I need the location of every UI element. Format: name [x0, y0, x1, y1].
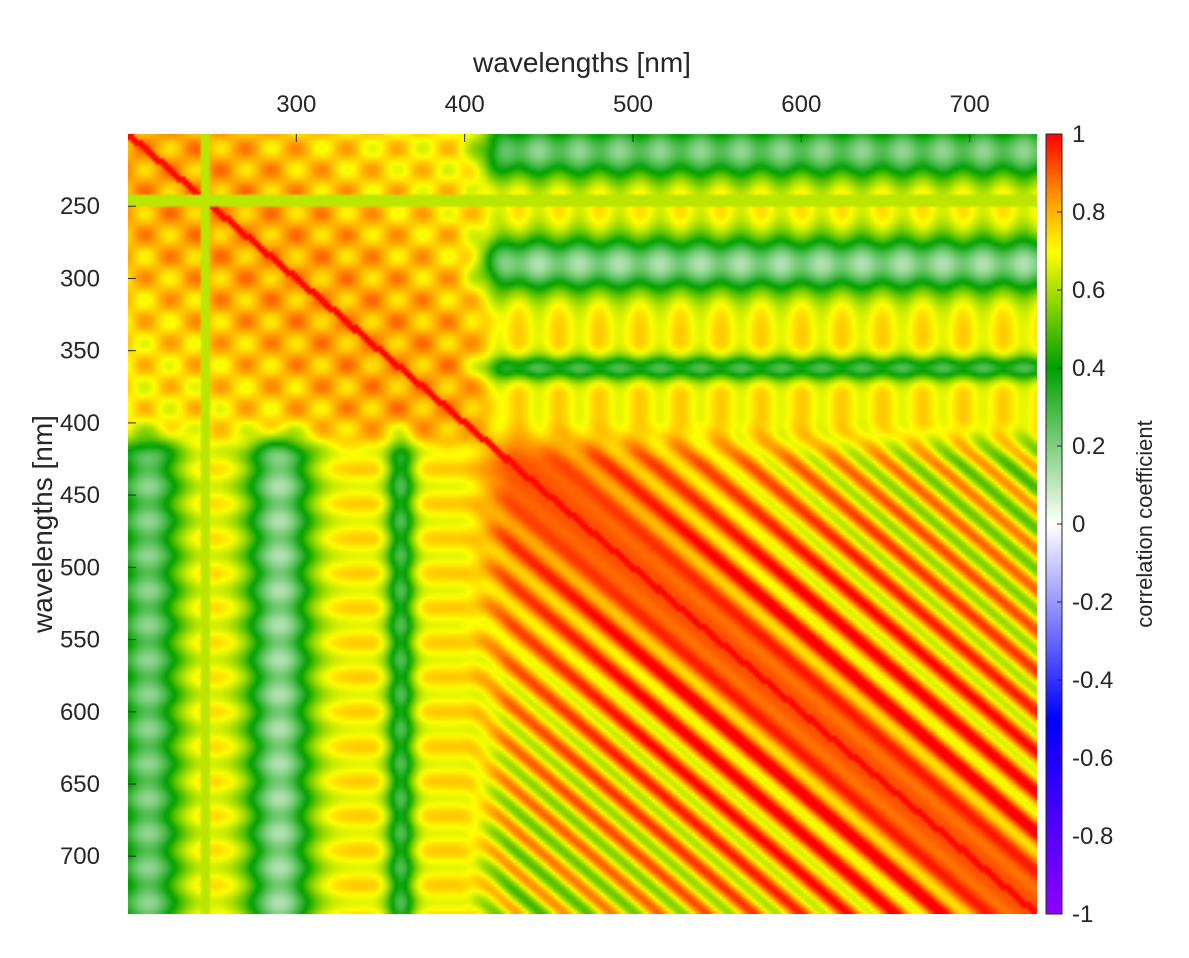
colorbar-tick-label: -0.8	[1072, 823, 1113, 850]
heatmap-image	[128, 134, 1037, 914]
y-tick-label: 650	[60, 771, 100, 798]
y-tick-label: 550	[60, 627, 100, 654]
y-axis-ticks: 250 300 350 400 450 500 550 600 650 700	[60, 193, 136, 870]
y-tick-label: 600	[60, 699, 100, 726]
colorbar-tick-label: -0.4	[1072, 667, 1113, 694]
colorbar-ticks: 1 0.8 0.6 0.4 0.2 0 -0.2 -0.4 -0.6 -0.8 -1	[1057, 121, 1113, 928]
y-tick-label: 400	[60, 410, 100, 437]
colorbar-tick-label: -0.2	[1072, 589, 1113, 616]
x-axis-title: wavelengths [nm]	[472, 47, 691, 78]
y-axis-title: wavelengths [nm]	[27, 415, 58, 634]
y-tick-label: 700	[60, 843, 100, 870]
x-tick-label: 300	[276, 91, 316, 118]
colorbar-tick-label: 0.2	[1072, 433, 1105, 460]
y-tick-label: 250	[60, 193, 100, 220]
colorbar-tick-label: 1	[1072, 121, 1085, 148]
y-tick-label: 300	[60, 265, 100, 292]
colorbar-tick-label: 0	[1072, 511, 1085, 538]
y-tick-label: 500	[60, 554, 100, 581]
colorbar-tick-label: 0.4	[1072, 355, 1105, 382]
heatmap-plot-area: 300 400 500 600 700 250 300 350 400 450 500 550 600…	[60, 91, 1037, 914]
colorbar-tick-label: -0.6	[1072, 745, 1113, 772]
x-tick-label: 700	[950, 91, 990, 118]
colorbar-gradient	[1046, 134, 1062, 914]
x-tick-label: 500	[613, 91, 653, 118]
x-tick-label: 400	[445, 91, 485, 118]
x-tick-label: 600	[781, 91, 821, 118]
colorbar-title: correlation coefficient	[1132, 420, 1157, 628]
y-tick-label: 350	[60, 338, 100, 365]
colorbar-tick-label: 0.6	[1072, 277, 1105, 304]
y-tick-label: 450	[60, 482, 100, 509]
x-axis-ticks: 300 400 500 600 700	[276, 91, 990, 142]
colorbar-tick-label: -1	[1072, 901, 1093, 928]
colorbar: 1 0.8 0.6 0.4 0.2 0 -0.2 -0.4 -0.6 -0.8 -1 correla…	[1045, 121, 1157, 928]
colorbar-tick-label: 0.8	[1072, 199, 1105, 226]
